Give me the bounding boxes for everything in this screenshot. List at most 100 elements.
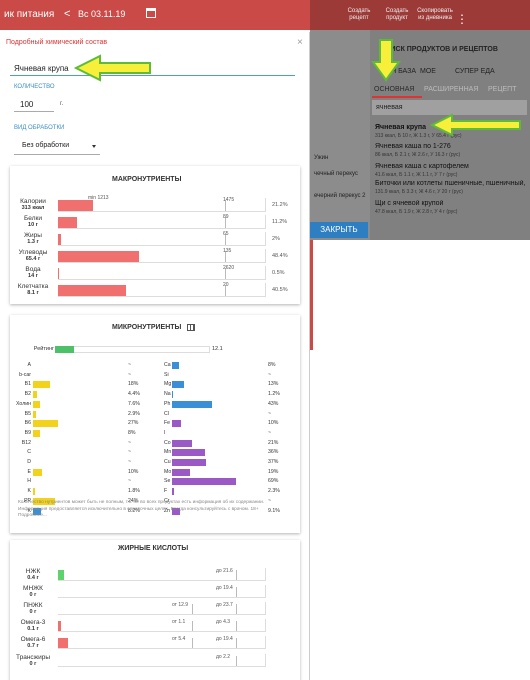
micro-bar (172, 468, 190, 476)
from-tick (192, 621, 193, 631)
calendar-icon (146, 8, 156, 18)
macro-bar (58, 285, 126, 296)
menu-button[interactable]: ⋮ (456, 12, 468, 26)
micro-value: 4.4% (128, 391, 140, 398)
norm-label: 20 (223, 282, 229, 288)
fat-amount: 0 г (20, 661, 46, 667)
close-button[interactable]: ЗАКРЫТЬ (310, 222, 368, 238)
norm-label: 65 (223, 231, 229, 237)
micro-name: K (27, 488, 31, 495)
amount-unit: г (34, 661, 37, 667)
micro-name: Se (164, 478, 171, 485)
date: Вс 03.11.19 (78, 9, 126, 19)
track-line (58, 211, 265, 212)
micro-bar (33, 410, 36, 418)
arrow (429, 113, 521, 137)
to-tick (236, 656, 237, 666)
result-name[interactable]: Ячневая крупа (375, 124, 427, 131)
amount-unit: г (36, 575, 39, 581)
diary-row: Ужин (314, 155, 329, 161)
micro-value: 8.2% (128, 507, 140, 514)
micro-value: 8% (128, 429, 136, 436)
diary-row: чечный перекус (314, 171, 358, 177)
tab[interactable]: МОЯ БАЗА (380, 68, 417, 75)
result-info: 131.9 ккал, Б 3.3 г, Ж 4.6 г, У 20 г (ру… (375, 189, 463, 195)
search-title: ПОИСК ПРОДУКТОВ И РЕЦЕПТОВ (380, 46, 498, 53)
micro-bar (33, 429, 41, 437)
amount-value: 0 (29, 661, 33, 667)
norm-tick (225, 285, 226, 296)
micro-value: 9.1% (268, 507, 280, 514)
track-end (265, 215, 266, 229)
micro-bar (33, 420, 59, 428)
micro-name: D (27, 459, 31, 465)
micro-bar (172, 507, 181, 515)
result-name[interactable]: Щи с ячневой крупой (375, 200, 444, 207)
micro-name: Fe (164, 420, 171, 427)
norm-label: 89 (223, 214, 229, 220)
nutrient-name: Вода (25, 266, 41, 273)
page-title: ик питания (4, 9, 55, 20)
amount-unit: г (34, 592, 37, 598)
micro-name: PP (24, 497, 31, 504)
track-end (265, 249, 266, 263)
percent-label: 48.4% (272, 253, 288, 259)
min-label: min 1213 (88, 195, 109, 201)
micro-name: C (27, 449, 31, 456)
result-name[interactable]: Биточки или котлеты пшеничные, пшеничный… (375, 180, 527, 187)
select-underline (14, 154, 100, 155)
result-name[interactable]: Ячневая каша с картофелем (375, 163, 469, 170)
track-line (58, 245, 265, 246)
from-tick (192, 638, 193, 648)
micro-name: Mo (164, 468, 172, 475)
fat-name: Трансжиры (15, 654, 50, 661)
action-button[interactable]: Скопировать из дневника (417, 8, 453, 21)
micro-value: 13% (268, 381, 279, 388)
subtab[interactable]: РАСШИРЕННАЯ (424, 86, 479, 93)
track-line (58, 228, 265, 229)
micro-name: Co (164, 439, 171, 446)
micro-value: 43% (268, 400, 279, 407)
subtab[interactable]: РЕЦЕПТ (488, 86, 517, 93)
search-input[interactable]: ячневая (372, 100, 527, 115)
quantity-field[interactable]: 100 (20, 100, 34, 109)
amount-value: 0 (29, 609, 33, 615)
select-caret (92, 145, 96, 148)
action-button[interactable]: Создать продукт (385, 8, 409, 21)
norm-label: 2620 (223, 265, 235, 271)
from-label: от 5.4 (172, 636, 186, 642)
micro-value: 10% (268, 420, 279, 427)
track-line (58, 262, 265, 263)
tab[interactable]: СУПЕР ЕДА (455, 68, 495, 75)
to-label: до 21.6 (216, 568, 233, 574)
diary-strip (310, 30, 370, 240)
fat-bar (58, 621, 61, 631)
track-end (265, 585, 266, 598)
fat-amount: 0.4 г (20, 575, 46, 581)
track-end (265, 568, 266, 581)
micro-value: 1.8% (128, 488, 140, 495)
from-tick (192, 604, 193, 614)
percent-label: 2% (272, 236, 280, 242)
track-end (265, 602, 266, 615)
norm-tick (225, 217, 226, 228)
result-name[interactable]: Ячневая каша по 1-276 (375, 143, 451, 150)
processing-select[interactable]: Без обработки (22, 142, 70, 149)
nutrient-amount: 1.3 г (27, 239, 39, 245)
subtab[interactable]: ОСНОВНАЯ (374, 86, 415, 93)
product-underline (10, 75, 295, 76)
modal-close[interactable]: × (297, 37, 303, 48)
micro-bar (172, 459, 207, 466)
micro-value: 7.6% (128, 400, 140, 407)
micro-value: ~ (268, 410, 272, 417)
prev-button[interactable]: < (64, 8, 71, 20)
result-info: 47.8 ккал, Б 1.9 г, Ж 2.8 г, У 4 г (рус) (375, 209, 458, 215)
tab[interactable]: МОЕ (420, 68, 436, 75)
action-button[interactable]: Создать рецепт (347, 8, 371, 21)
track-end (265, 266, 266, 280)
product-field[interactable]: Ячневая крупа (14, 64, 69, 73)
nutrient-name: Калории (20, 198, 46, 205)
micro-bar (172, 400, 212, 408)
micro-value: ~ (128, 459, 132, 465)
micro-value: ~ (128, 371, 132, 378)
